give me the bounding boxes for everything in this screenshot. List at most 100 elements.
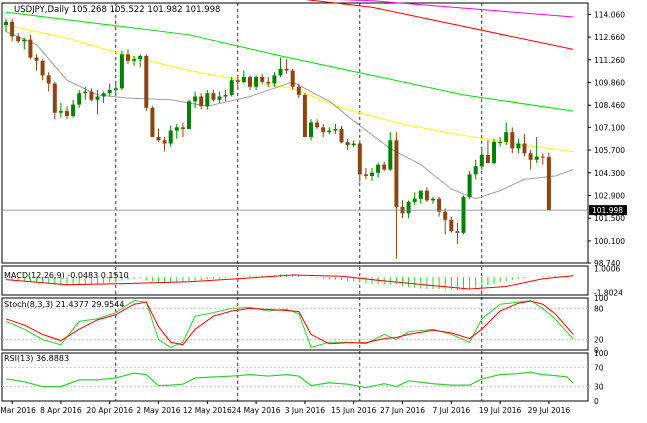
candle-body-down xyxy=(46,75,51,84)
candle-body-down xyxy=(540,156,545,158)
moving-average-line xyxy=(5,11,574,112)
rsi-tick-label: 0 xyxy=(594,397,599,406)
candle-body-down xyxy=(16,36,21,42)
candle-body-down xyxy=(321,127,326,133)
candle-body-down xyxy=(522,143,527,154)
x-tick-label: 2 May 2016 xyxy=(136,406,180,415)
candle-body-down xyxy=(449,219,454,232)
candle-body-up xyxy=(107,89,112,94)
candle-body-up xyxy=(516,143,521,149)
candle-body-down xyxy=(345,141,350,146)
price-tick-label: 109.860 xyxy=(594,79,625,88)
stoch-tick-label: 0 xyxy=(594,346,599,355)
candle-body-down xyxy=(65,111,69,116)
rsi-panel: 100 70 30 0 xyxy=(2,349,609,406)
macd-tick-label: -1.8024 xyxy=(594,288,623,297)
candle-body-down xyxy=(211,93,216,100)
candle-body-down xyxy=(546,157,551,211)
candle-body-up xyxy=(278,68,283,76)
x-tick-label: 24 May 2016 xyxy=(232,406,281,415)
candle-body-down xyxy=(315,122,320,128)
panel-frame xyxy=(1,265,589,296)
candle-body-up xyxy=(309,122,313,138)
candle-body-down xyxy=(40,60,45,76)
candle-body-up xyxy=(58,111,63,113)
candle-body-up xyxy=(168,130,173,144)
candle-body-down xyxy=(52,83,57,113)
candle-body-down xyxy=(284,68,289,71)
stoch-tick-label: 20 xyxy=(594,336,604,345)
candle-body-down xyxy=(266,81,271,84)
candle-body-up xyxy=(473,166,478,175)
candle-body-up xyxy=(376,164,381,173)
candle-body-up xyxy=(370,172,374,177)
candle-body-up xyxy=(498,141,503,143)
price-tick-label: 105.700 xyxy=(594,146,625,155)
candle-body-down xyxy=(235,80,240,82)
panel-frame xyxy=(1,352,589,402)
price-tick-label: 114.060 xyxy=(594,10,625,19)
price-tick-label: 102.900 xyxy=(594,191,625,200)
rsi-line xyxy=(5,371,574,389)
candle-body-up xyxy=(138,55,143,60)
candle-body-up xyxy=(83,91,88,94)
candle-body-up xyxy=(412,198,417,202)
current-price-label: 101.998 xyxy=(592,206,623,215)
candle-body-down xyxy=(199,96,204,107)
x-tick-label: 20 Apr 2016 xyxy=(87,406,134,415)
x-tick-label: 8 Apr 2016 xyxy=(40,406,82,415)
candle-body-up xyxy=(431,198,435,201)
candle-body-down xyxy=(357,143,362,175)
x-tick-label: 27 Jun 2016 xyxy=(380,406,425,415)
price-tick-label: 98.740 xyxy=(594,259,620,268)
candle-body-down xyxy=(290,70,295,87)
candle-body-up xyxy=(229,80,234,95)
candle-body-up xyxy=(101,93,106,97)
candles xyxy=(4,18,551,259)
candle-body-up xyxy=(187,101,191,129)
candle-body-down xyxy=(144,55,149,108)
rsi-label: RSI(13) 36.8883 xyxy=(4,354,69,363)
stoch-tick-label: 80 xyxy=(594,304,604,313)
candle-body-down xyxy=(248,77,252,87)
candle-body-up xyxy=(418,190,423,199)
x-tick-label: 12 May 2016 xyxy=(183,406,232,415)
price-tick-label: 104.300 xyxy=(594,169,625,178)
macd-panel: 1.0006 -1.8024 xyxy=(5,265,623,297)
grid-layer xyxy=(1,2,589,402)
rsi-tick-label: 70 xyxy=(594,363,604,372)
chart-header: USDJPY,Daily 105.268 105.522 101.982 101… xyxy=(14,5,220,15)
x-tick-label: 15 Jun 2016 xyxy=(331,406,376,415)
candle-body-down xyxy=(126,54,130,61)
candle-body-down xyxy=(528,153,533,160)
candle-body-up xyxy=(113,88,118,90)
stoch-signal-line xyxy=(5,300,574,346)
candle-body-up xyxy=(272,75,277,84)
current-price-box xyxy=(589,205,627,216)
macd-signal-line xyxy=(5,274,574,290)
candle-body-up xyxy=(4,21,8,26)
macd-tick-label: 1.0006 xyxy=(594,265,620,274)
candle-body-down xyxy=(150,107,155,138)
candle-body-up xyxy=(492,141,496,164)
candle-body-up xyxy=(205,93,210,107)
price-axis: 114.060 112.660 111.260 109.860 108.460 107.1… xyxy=(2,10,627,268)
candle-body-down xyxy=(394,140,399,207)
moving-average-line xyxy=(305,0,574,50)
x-tick-label: 29 Mar 2016 xyxy=(0,406,36,415)
candle-body-down xyxy=(156,137,161,141)
price-tick-label: 112.660 xyxy=(594,33,625,42)
x-tick-label: 29 Jul 2016 xyxy=(528,406,571,415)
candle-body-down xyxy=(510,132,515,149)
candle-body-down xyxy=(296,86,301,95)
candle-body-up xyxy=(132,59,137,61)
moving-average-line xyxy=(337,0,574,18)
stoch-label: Stoch(8,3,3) 21.4377 29.9544 xyxy=(4,300,124,309)
price-tick-label: 108.460 xyxy=(594,101,625,110)
price-tick-label: 111.260 xyxy=(594,56,625,65)
